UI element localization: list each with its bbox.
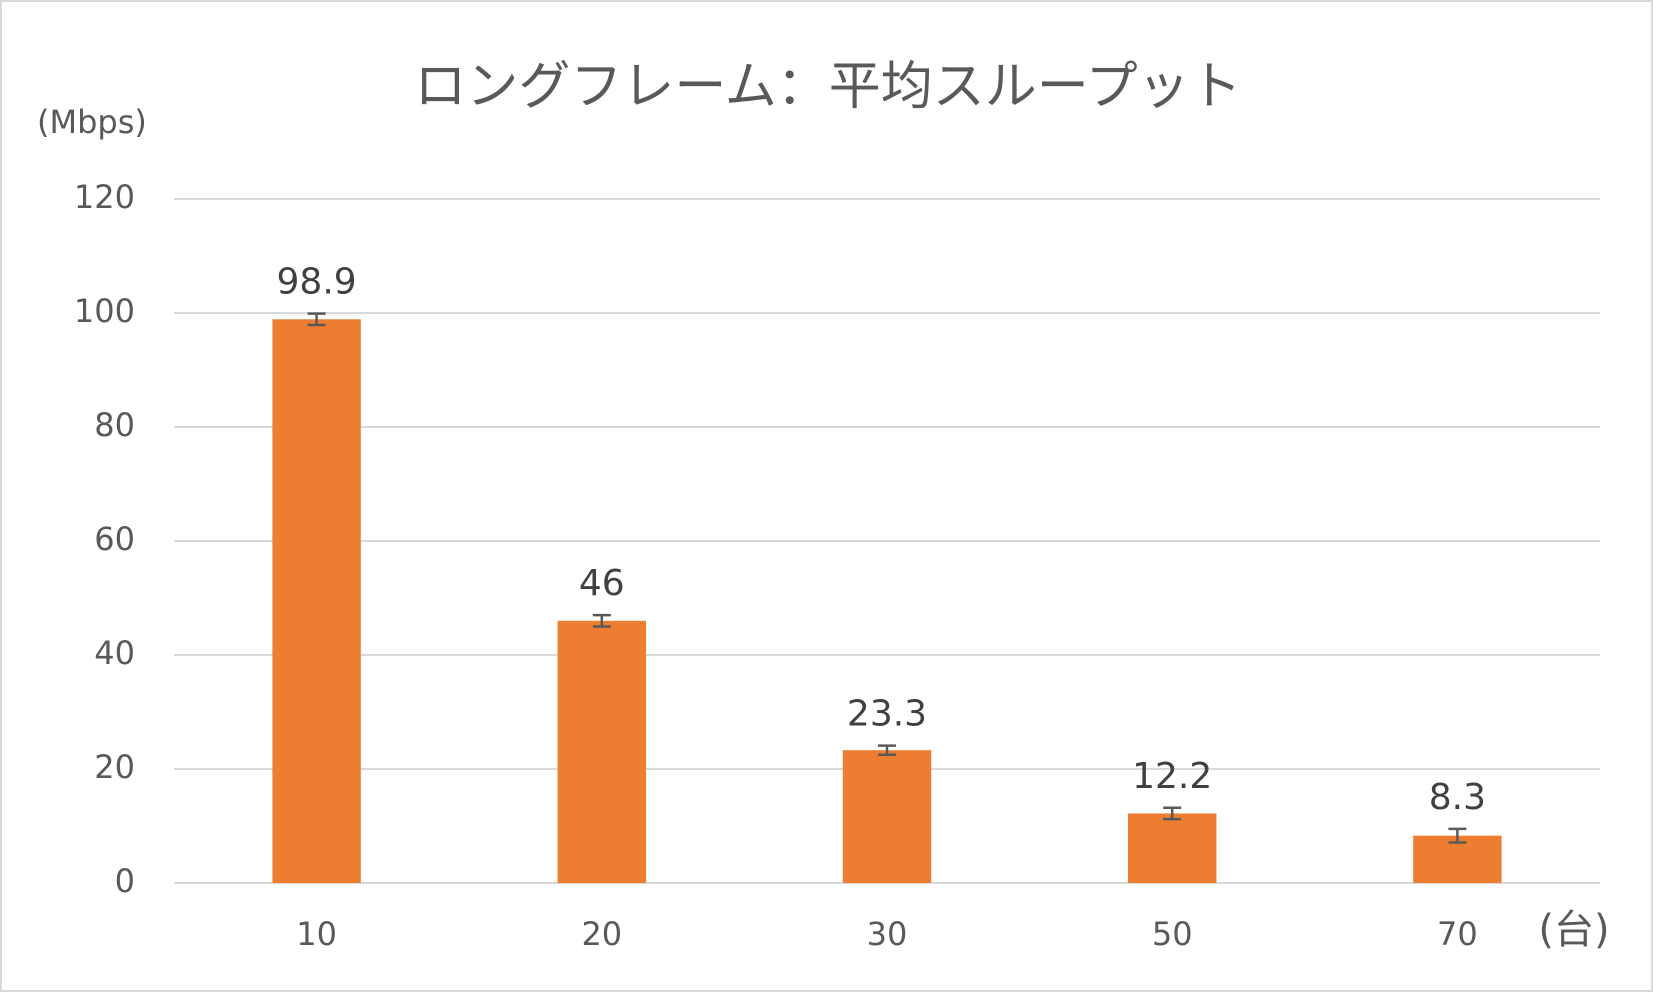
error-bar (307, 312, 326, 327)
data-label: 98.9 (277, 262, 357, 303)
bar (1127, 813, 1217, 883)
chart-title: ロングフレーム：平均スループット (414, 57, 1241, 117)
y-tick-label: 20 (94, 748, 135, 786)
y-axis-label: (Mbps) (37, 103, 147, 141)
bar (557, 620, 647, 883)
error-bar (878, 744, 896, 756)
data-label: 8.3 (1429, 777, 1486, 818)
error-bar (1163, 806, 1182, 821)
y-tick-label: 0 (115, 862, 135, 900)
data-label: 23.3 (847, 694, 927, 735)
data-label: 46 (579, 563, 625, 604)
x-axis-label: (台) (1538, 907, 1609, 953)
bar (842, 750, 932, 883)
bar (272, 319, 361, 883)
error-bar (592, 613, 611, 628)
y-tick-label: 100 (74, 292, 135, 330)
y-tick-label: 80 (94, 406, 135, 444)
error-bar (1448, 827, 1467, 844)
x-tick-label: 50 (1152, 915, 1193, 953)
y-tick-label: 40 (94, 634, 135, 672)
x-tick-label: 70 (1437, 915, 1478, 953)
x-tick-label: 10 (296, 915, 337, 953)
y-tick-label: 60 (94, 520, 135, 558)
x-tick-label: 20 (581, 915, 622, 953)
y-tick-label: 120 (74, 178, 135, 216)
x-tick-label: 30 (867, 915, 908, 953)
data-label: 12.2 (1132, 756, 1212, 797)
